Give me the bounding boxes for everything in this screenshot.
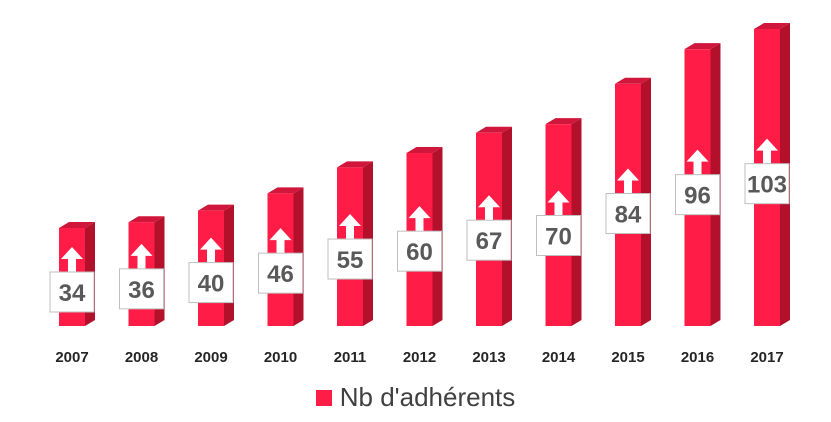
data-label-value: 96	[684, 183, 711, 210]
data-label-2011: 55	[327, 214, 373, 280]
data-label-box	[188, 262, 234, 304]
data-label-2009: 40	[188, 237, 234, 304]
up-arrow-icon	[269, 228, 292, 254]
bar-top-face	[476, 126, 512, 133]
bar-top-face	[615, 77, 651, 84]
data-label-2016: 96	[675, 149, 720, 216]
data-label-box	[397, 230, 442, 272]
x-tick-label-2017: 2017	[750, 349, 783, 366]
up-arrow-icon	[756, 138, 778, 164]
data-label-box	[744, 163, 790, 205]
up-arrow-icon	[339, 214, 361, 240]
data-label-2014: 70	[536, 190, 581, 256]
x-tick-label-2007: 2007	[55, 349, 88, 366]
legend-label: Nb d'adhérents	[339, 382, 516, 412]
bar-top-face	[684, 43, 721, 50]
x-tick-label-2009: 2009	[194, 349, 227, 366]
data-label-box	[119, 268, 164, 310]
data-label-2017: 103	[744, 138, 790, 205]
data-label-box	[327, 238, 373, 280]
data-label-value: 55	[337, 247, 364, 274]
bar-top-face	[545, 118, 582, 125]
data-label-box	[49, 271, 95, 313]
up-arrow-icon	[617, 168, 639, 194]
legend: Nb d'adhérents	[0, 382, 831, 413]
data-label-value: 46	[267, 261, 294, 288]
data-labels-group: 34 36 40 46 55 60 67 70 84 96 103	[49, 138, 790, 313]
data-label-2012: 60	[397, 206, 442, 272]
data-label-value: 103	[747, 172, 787, 199]
bar-chart: 34 36 40 46 55 60 67 70 84 96 103 2007 2008 2009 2010…	[49, 23, 790, 366]
up-arrow-icon	[547, 190, 570, 216]
legend-swatch	[315, 389, 332, 406]
data-label-value: 60	[406, 239, 433, 266]
x-tick-label-2012: 2012	[403, 349, 436, 366]
x-tick-label-2013: 2013	[472, 349, 505, 366]
data-label-box	[675, 174, 720, 216]
up-arrow-icon	[130, 243, 153, 269]
up-arrow-icon	[200, 237, 222, 263]
up-arrow-icon	[61, 247, 83, 272]
bar-top-face	[267, 187, 304, 194]
x-tick-label-2014: 2014	[542, 349, 576, 366]
data-label-2007: 34	[49, 247, 95, 313]
bar-top-face	[337, 161, 373, 168]
up-arrow-icon	[478, 195, 500, 221]
data-label-value: 84	[615, 202, 642, 229]
up-arrow-icon	[686, 149, 709, 175]
data-label-2010: 46	[258, 228, 303, 294]
bar-top-face	[406, 146, 443, 153]
bar-top-face	[198, 204, 234, 211]
x-tick-label-2010: 2010	[264, 349, 297, 366]
bar-top-face	[59, 221, 95, 228]
data-label-2008: 36	[119, 243, 164, 310]
up-arrow-icon	[408, 206, 431, 232]
data-label-box	[466, 219, 512, 261]
data-label-2013: 67	[466, 195, 512, 261]
x-axis-tick-labels: 2007 2008 2009 2010 2011 2012 2013 2014 2015 2016…	[55, 349, 783, 366]
bar-top-face	[128, 216, 165, 223]
data-label-value: 40	[198, 271, 225, 298]
x-tick-label-2016: 2016	[681, 349, 714, 366]
data-label-value: 36	[128, 277, 155, 304]
data-label-2015: 84	[605, 168, 651, 234]
data-label-box	[536, 214, 581, 256]
data-label-value: 34	[59, 280, 86, 307]
x-tick-label-2008: 2008	[125, 349, 158, 366]
x-tick-label-2015: 2015	[611, 349, 644, 366]
data-label-value: 70	[545, 223, 572, 250]
bar-top-face	[754, 23, 790, 29]
data-label-box	[605, 193, 651, 234]
data-label-value: 67	[476, 228, 503, 255]
data-label-box	[258, 252, 303, 294]
x-tick-label-2011: 2011	[334, 349, 367, 366]
